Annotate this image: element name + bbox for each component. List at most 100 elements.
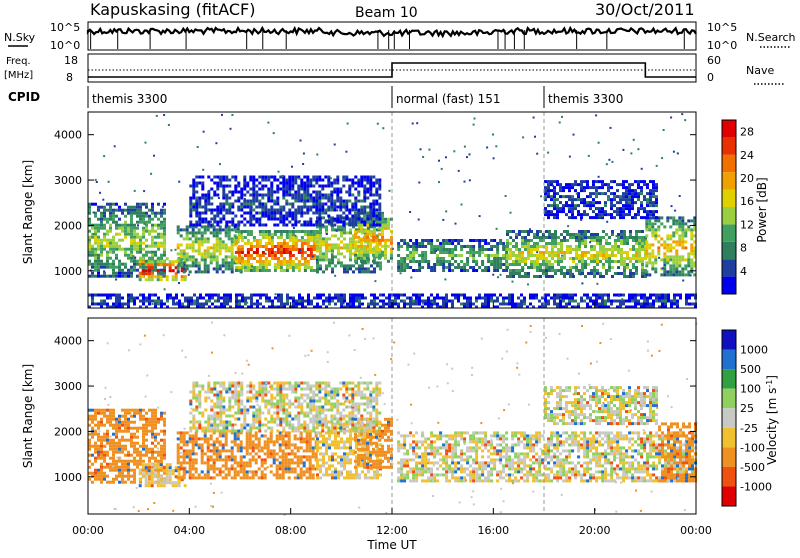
data-cell [605, 239, 608, 242]
data-cell [566, 251, 569, 254]
data-cell [157, 242, 160, 245]
data-cell [145, 263, 148, 266]
data-cell [121, 469, 124, 472]
data-cell [264, 176, 267, 179]
data-cell [512, 251, 515, 254]
data-cell [445, 251, 448, 254]
data-cell [114, 145, 116, 147]
data-cell [384, 224, 387, 227]
data-cell [154, 412, 157, 415]
data-cell [645, 270, 648, 273]
data-cell [664, 303, 667, 306]
data-cell [472, 260, 475, 263]
data-cell [265, 230, 268, 233]
data-cell [154, 242, 157, 245]
data-cell [318, 200, 321, 203]
data-cell [280, 233, 283, 236]
data-cell [198, 203, 201, 206]
data-cell [267, 212, 270, 215]
data-cell [325, 243, 328, 246]
data-cell [601, 210, 604, 213]
data-cell [572, 266, 575, 269]
data-cell [112, 478, 115, 481]
data-cell [251, 206, 253, 208]
data-cell [160, 439, 163, 442]
data-cell [649, 297, 652, 300]
data-cell [139, 245, 142, 248]
data-cell [550, 195, 553, 198]
data-cell [315, 206, 318, 209]
data-cell [277, 245, 280, 248]
data-cell [678, 228, 681, 231]
data-cell [154, 436, 157, 439]
data-cell [133, 436, 136, 439]
data-cell [241, 266, 244, 269]
data-cell [547, 216, 550, 219]
data-cell [466, 263, 469, 266]
data-cell [548, 275, 551, 278]
data-cell [645, 225, 648, 228]
data-cell [310, 266, 313, 269]
data-cell [372, 230, 375, 233]
data-cell [325, 225, 328, 228]
data-cell [586, 180, 589, 183]
data-cell [354, 254, 357, 257]
data-cell [189, 270, 192, 273]
data-cell [355, 300, 358, 303]
data-cell [301, 263, 304, 266]
data-cell [189, 470, 192, 473]
data-cell [225, 203, 228, 206]
data-cell [247, 248, 250, 251]
data-cell [103, 466, 106, 469]
data-cell [313, 230, 316, 233]
data-cell [607, 186, 610, 189]
data-cell [601, 192, 604, 195]
data-cell [330, 194, 333, 197]
data-cell [333, 218, 336, 221]
data-cell [133, 412, 136, 415]
data-cell [593, 236, 596, 239]
data-cell [581, 266, 584, 269]
data-cell [599, 251, 602, 254]
data-cell [584, 230, 587, 233]
data-cell [352, 270, 355, 273]
freq-tick-bottom: 8 [66, 71, 73, 84]
data-cell [192, 440, 195, 443]
data-cell [605, 233, 608, 236]
data-cell [646, 192, 649, 195]
data-cell [378, 185, 381, 188]
data-cell [322, 294, 325, 297]
data-cell [295, 239, 298, 242]
data-cell [213, 258, 216, 261]
data-cell [336, 230, 338, 232]
data-cell [177, 252, 180, 255]
data-cell [175, 249, 177, 251]
data-cell [343, 264, 346, 267]
data-cell [115, 460, 118, 463]
data-cell [148, 300, 151, 303]
data-cell [151, 272, 154, 275]
data-cell [310, 251, 313, 254]
data-cell [286, 242, 289, 245]
data-cell [366, 257, 369, 260]
data-cell [638, 242, 641, 245]
data-cell [672, 270, 675, 273]
data-cell [481, 263, 484, 266]
data-cell [421, 300, 424, 303]
data-cell [547, 303, 550, 306]
data-cell [118, 460, 121, 463]
data-cell [184, 278, 187, 281]
data-cell [418, 303, 421, 306]
data-cell [681, 255, 684, 258]
data-cell [303, 221, 306, 224]
data-cell [521, 230, 524, 233]
data-cell [648, 222, 651, 225]
data-cell [448, 300, 451, 303]
data-cell [94, 239, 97, 242]
data-cell [487, 257, 490, 260]
data-cell [378, 248, 381, 251]
data-cell [536, 266, 539, 269]
data-cell [358, 297, 361, 300]
data-cell [93, 212, 95, 214]
data-cell [237, 224, 240, 227]
